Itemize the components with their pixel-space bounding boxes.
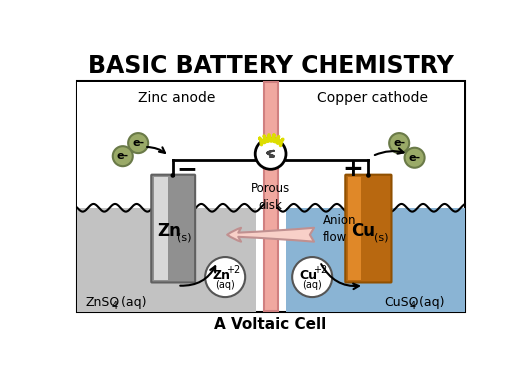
FancyBboxPatch shape: [345, 175, 391, 283]
Bar: [77, 81, 465, 312]
Text: (aq): (aq): [117, 296, 146, 309]
Text: +2: +2: [227, 265, 241, 275]
Bar: [154, 177, 168, 280]
Bar: [347, 177, 361, 280]
Bar: [286, 208, 465, 312]
Text: (aq): (aq): [414, 296, 444, 309]
Bar: [77, 208, 256, 312]
Text: Porous
disk: Porous disk: [251, 182, 290, 212]
Text: Zinc anode: Zinc anode: [138, 91, 215, 105]
Text: Zn: Zn: [212, 269, 230, 282]
Text: Copper cathode: Copper cathode: [317, 91, 428, 105]
Circle shape: [292, 257, 332, 297]
FancyBboxPatch shape: [151, 175, 195, 283]
Text: A Voltaic Cell: A Voltaic Cell: [214, 317, 327, 332]
Text: 4: 4: [112, 301, 118, 311]
Bar: [77, 81, 263, 208]
Text: (s): (s): [176, 232, 191, 242]
Circle shape: [404, 148, 425, 168]
Bar: [278, 81, 464, 208]
Text: BASIC BATTERY CHEMISTRY: BASIC BATTERY CHEMISTRY: [88, 54, 454, 78]
Circle shape: [128, 133, 148, 153]
Text: −: −: [176, 157, 197, 181]
Bar: [263, 81, 278, 311]
Circle shape: [255, 139, 286, 169]
Text: +2: +2: [314, 265, 328, 275]
Text: CuSO: CuSO: [384, 296, 418, 309]
Text: e-: e-: [409, 153, 421, 163]
Text: e-: e-: [393, 138, 406, 148]
Circle shape: [205, 257, 245, 297]
Circle shape: [389, 133, 409, 153]
Text: (aq): (aq): [215, 280, 235, 290]
Text: 4: 4: [410, 301, 416, 311]
Circle shape: [366, 173, 371, 178]
Text: Cu: Cu: [351, 222, 375, 240]
Text: e-: e-: [132, 138, 144, 148]
Circle shape: [171, 173, 175, 178]
Text: (s): (s): [374, 232, 388, 242]
Text: ZnSO: ZnSO: [86, 296, 120, 309]
Text: Anion
flow: Anion flow: [323, 214, 356, 243]
Text: Cu: Cu: [299, 269, 317, 282]
Text: e-: e-: [117, 151, 129, 161]
Text: (aq): (aq): [303, 280, 322, 290]
Circle shape: [113, 146, 133, 166]
Text: +: +: [343, 157, 363, 181]
Text: Zn: Zn: [157, 222, 181, 240]
